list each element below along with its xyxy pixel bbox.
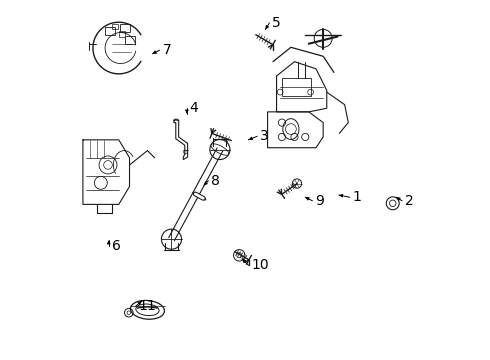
Text: 9: 9	[315, 194, 324, 208]
Text: 6: 6	[112, 239, 121, 253]
Text: 2: 2	[405, 194, 414, 208]
Text: 11: 11	[139, 299, 156, 313]
Text: 7: 7	[163, 43, 172, 57]
Text: 10: 10	[251, 258, 269, 273]
Text: 1: 1	[353, 190, 362, 204]
Text: 8: 8	[211, 174, 220, 188]
Text: 3: 3	[260, 129, 269, 143]
Text: 5: 5	[272, 16, 281, 30]
Text: 4: 4	[190, 100, 198, 114]
